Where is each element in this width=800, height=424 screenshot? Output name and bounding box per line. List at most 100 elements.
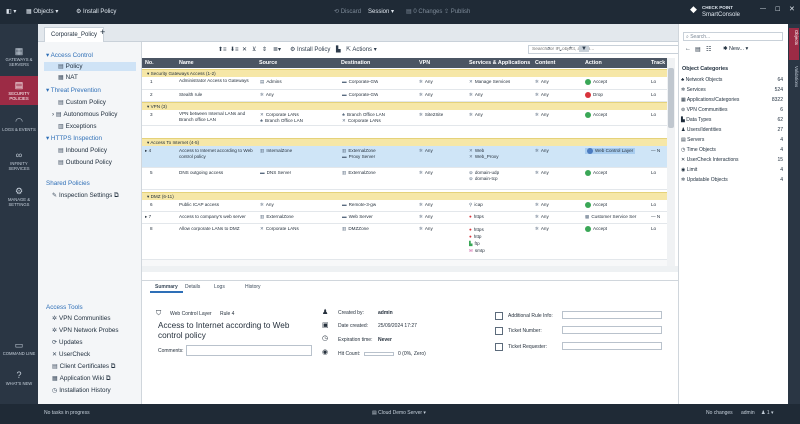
actions-button[interactable]: ⇱ Actions ▾ [346, 47, 377, 53]
app-menu-icon[interactable]: ◧ ▾ [6, 9, 17, 15]
nav-threat-prevention[interactable]: ▾ Threat Prevention [46, 87, 101, 94]
search-next-icon[interactable]: ⌃ [568, 47, 574, 53]
tool-updates[interactable]: ⟳ Updates [52, 339, 83, 346]
objects-menu-button[interactable]: ▦ Objects ▾ [26, 9, 59, 15]
col-destination[interactable]: Destination [338, 58, 416, 68]
add-tab-button[interactable]: + [100, 27, 106, 37]
category-data-types[interactable]: ▙ Data Types 62 [681, 117, 785, 123]
install-policy-top-button[interactable]: ⚙ Install Policy [76, 9, 117, 15]
tab-summary[interactable]: Summary [150, 283, 183, 293]
additional-info-field[interactable] [562, 311, 662, 319]
nav-nat[interactable]: ▦ NAT [58, 74, 78, 81]
table-row-partial[interactable] [142, 260, 667, 266]
nav-exceptions[interactable]: ▥ Exceptions [58, 123, 96, 130]
changes-button[interactable]: ▤ 0 Changes [406, 9, 443, 15]
col-content[interactable]: Content [532, 58, 582, 68]
nav-outbound-policy[interactable]: ▤ Outbound Policy [58, 159, 112, 166]
table-row[interactable]: 8 Allow corporate LANs to DMZ ✕ Corporate… [142, 224, 667, 260]
objects-side-tab[interactable]: Objects [789, 28, 799, 60]
comments-field[interactable] [186, 345, 312, 356]
category-services[interactable]: ✲ Services 524 [681, 87, 785, 93]
rail-whats-new[interactable]: ? WHAT'S NEW [0, 370, 38, 386]
category-servers[interactable]: ▤ Servers 4 [681, 137, 785, 143]
session-button[interactable]: Session ▾ [368, 9, 395, 15]
rail-infinity[interactable]: ∞ INFINITY SERVICES [0, 150, 38, 171]
close-icon[interactable]: ✕ [789, 6, 795, 13]
nav-inspection-settings[interactable]: ✎ Inspection Settings ⧉ [52, 192, 119, 199]
validations-side-tab[interactable]: Validations [794, 66, 799, 88]
rail-manage[interactable]: ⚙ MANAGE & SETTINGS [0, 186, 38, 207]
rail-security-policies[interactable]: ▤ SECURITY POLICIES [0, 76, 38, 105]
tool-vpn-communities[interactable]: ✲ VPN Communities [52, 315, 110, 322]
col-name[interactable]: Name [176, 58, 256, 68]
scrollbar-thumb[interactable] [668, 68, 674, 128]
section-header[interactable]: ▾ VPN (3) [142, 102, 667, 110]
user-status[interactable]: admin [741, 410, 755, 416]
category-network-objects[interactable]: ♣ Network Objects 64 [681, 77, 785, 83]
search-icon[interactable]: ⌕ [547, 46, 551, 52]
tool-client-certificates[interactable]: ▤ Client Certificates ⧉ [52, 363, 116, 370]
col-track[interactable]: Track [648, 58, 667, 68]
nav-autonomous-policy[interactable]: › ▤ Autonomous Policy [52, 111, 118, 118]
rail-gateways[interactable]: ▦ GATEWAYS & SERVERS [0, 46, 38, 67]
rail-logs[interactable]: ◠ LOGS & EVENTS [0, 116, 38, 132]
minimize-icon[interactable]: — [760, 6, 766, 12]
category-applications[interactable]: ▦ Applications/Categories 8322 [681, 97, 785, 103]
category-vpn-communities[interactable]: ⊚ VPN Communities 6 [681, 107, 785, 113]
col-no[interactable]: No. [142, 58, 176, 68]
user-menu-icon[interactable]: ♟ 1 ▾ [761, 410, 774, 416]
nav-custom-policy[interactable]: ▤ Custom Policy [58, 99, 106, 106]
tab-corporate-policy[interactable]: Corporate_Policy [44, 27, 105, 42]
section-header[interactable]: ▾ DMZ (6-11) [142, 192, 667, 200]
table-row[interactable]: 3 VPN between Internal LANs and Branch o… [142, 110, 667, 126]
category-time-objects[interactable]: ◷ Time Objects 4 [681, 147, 785, 153]
section-header[interactable]: ▾ Security Gateways Access (1-2) [142, 69, 667, 77]
rail-command-line[interactable]: ▭ COMMAND LINE [0, 340, 38, 356]
col-services[interactable]: Services & Applications [466, 58, 532, 68]
table-row[interactable]: 2 Stealth rule ✲ Any ▬ Corporate-GW ✲ Any ✲… [142, 90, 667, 102]
category-users[interactable]: ♟ Users/Identities 27 [681, 127, 785, 133]
grid-view-icon[interactable]: ☷ [706, 47, 712, 53]
tasks-status[interactable]: No tasks in progress [44, 410, 90, 416]
delete-rule-icon[interactable]: ✕ [242, 47, 248, 53]
discard-button[interactable]: ⟲ Discard [334, 9, 362, 15]
col-vpn[interactable]: VPN [416, 58, 466, 68]
category-usercheck[interactable]: ✕ UserCheck Interactions 15 [681, 157, 785, 163]
add-rule-above-icon[interactable]: ⬆≡ [218, 47, 227, 53]
layers-icon[interactable]: ▙ [336, 47, 341, 53]
rule-search-input[interactable] [528, 45, 688, 54]
table-row[interactable]: ▸ 7 Access to company's web server ▥ Exte… [142, 212, 667, 224]
tab-details[interactable]: Details [185, 284, 201, 290]
tool-installation-history[interactable]: ◷ Installation History [52, 387, 111, 394]
search-prev-icon[interactable]: ⌄ [558, 47, 564, 53]
nav-policy[interactable]: ▤ Policy [44, 62, 136, 71]
table-row-selected[interactable]: ▸ 4 Access to Internet according to Web … [142, 146, 667, 168]
nav-inbound-policy[interactable]: ▤ Inbound Policy [58, 147, 107, 154]
tab-logs[interactable]: Logs [214, 284, 225, 290]
ticket-requester-field[interactable] [562, 342, 662, 350]
nav-access-control[interactable]: ▾ Access Control [46, 52, 93, 59]
ticket-number-field[interactable] [562, 326, 662, 334]
publish-button[interactable]: ⇪ Publish [444, 9, 471, 15]
col-action[interactable]: Action [582, 58, 648, 68]
category-updatable[interactable]: ✲ Updatable Objects 4 [681, 177, 785, 183]
nav-https-inspection[interactable]: ▾ HTTPS Inspection [46, 135, 103, 142]
back-icon[interactable]: ← [685, 46, 691, 52]
new-object-button[interactable]: ✱ New... ▾ [723, 46, 749, 52]
table-horizontal-scrollbar[interactable] [142, 266, 678, 272]
add-rule-below-icon[interactable]: ⬇≡ [230, 47, 239, 53]
list-view-icon[interactable]: ▤ [695, 47, 701, 53]
category-limit[interactable]: ◉ Limit 4 [681, 167, 785, 173]
col-source[interactable]: Source [256, 58, 338, 68]
filter-icon[interactable]: ▼ [579, 46, 589, 52]
filter-rule-icon[interactable]: ⊻ [252, 47, 257, 53]
collapse-icon[interactable]: ⇕ [262, 47, 268, 53]
table-row[interactable]: 1 Administrator Access to Gateways ▤ Admi… [142, 77, 667, 90]
tool-application-wiki[interactable]: ▦ Application Wiki ⧉ [52, 375, 111, 382]
object-search-input[interactable]: ⌕ Search... [683, 32, 783, 41]
install-policy-toolbar-button[interactable]: ⚙ Install Policy [290, 47, 331, 53]
tool-usercheck[interactable]: ✕ UserCheck [52, 351, 90, 358]
maximize-icon[interactable]: ☐ [775, 7, 781, 13]
section-header[interactable]: ▾ Access To Internet (4-5) [142, 138, 667, 146]
sections-icon[interactable]: ≣▾ [273, 47, 282, 53]
